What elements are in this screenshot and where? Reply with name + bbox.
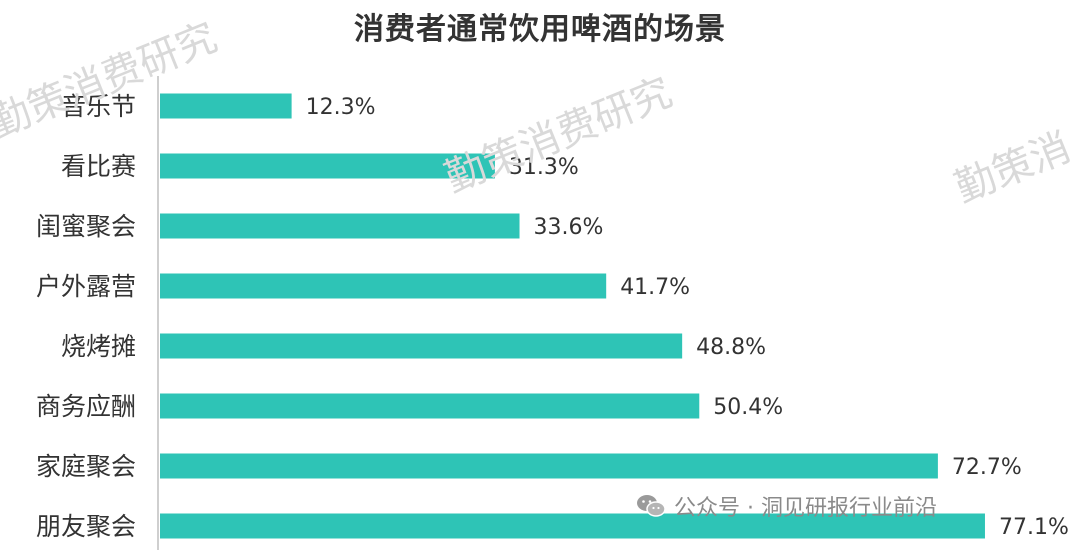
value-label-8: 77.1% [999,515,1069,540]
bar-4 [160,273,607,299]
bar-5 [160,333,683,359]
category-label-8: 朋友聚会 [36,512,136,541]
value-label-6: 50.4% [713,395,783,420]
bar-8 [160,513,985,539]
bar-3 [160,213,520,239]
bar-1 [160,93,292,119]
source-credit: 公众号 · 洞见研报行业前沿 [636,490,937,522]
wechat-icon [637,495,666,517]
category-label-6: 商务应酬 [36,392,136,421]
category-label-2: 看比赛 [61,152,136,181]
value-label-7: 72.7% [952,455,1022,480]
category-label-3: 闺蜜聚会 [36,212,136,241]
value-label-2: 31.3% [509,155,579,180]
source-text: 公众号 · 洞见研报行业前沿 [674,496,937,521]
bar-7 [160,453,938,479]
category-label-7: 家庭聚会 [36,452,136,481]
bar-2 [160,153,495,179]
chart-title: 消费者通常饮用啤酒的场景 [354,12,726,47]
category-label-4: 户外露营 [36,272,136,301]
value-label-4: 41.7% [620,275,690,300]
value-label-3: 33.6% [534,215,604,240]
bar-6 [160,393,700,419]
category-label-1: 音乐节 [61,92,136,121]
category-label-5: 烧烤摊 [61,332,136,361]
value-label-1: 12.3% [306,95,376,120]
value-label-5: 48.8% [696,335,766,360]
